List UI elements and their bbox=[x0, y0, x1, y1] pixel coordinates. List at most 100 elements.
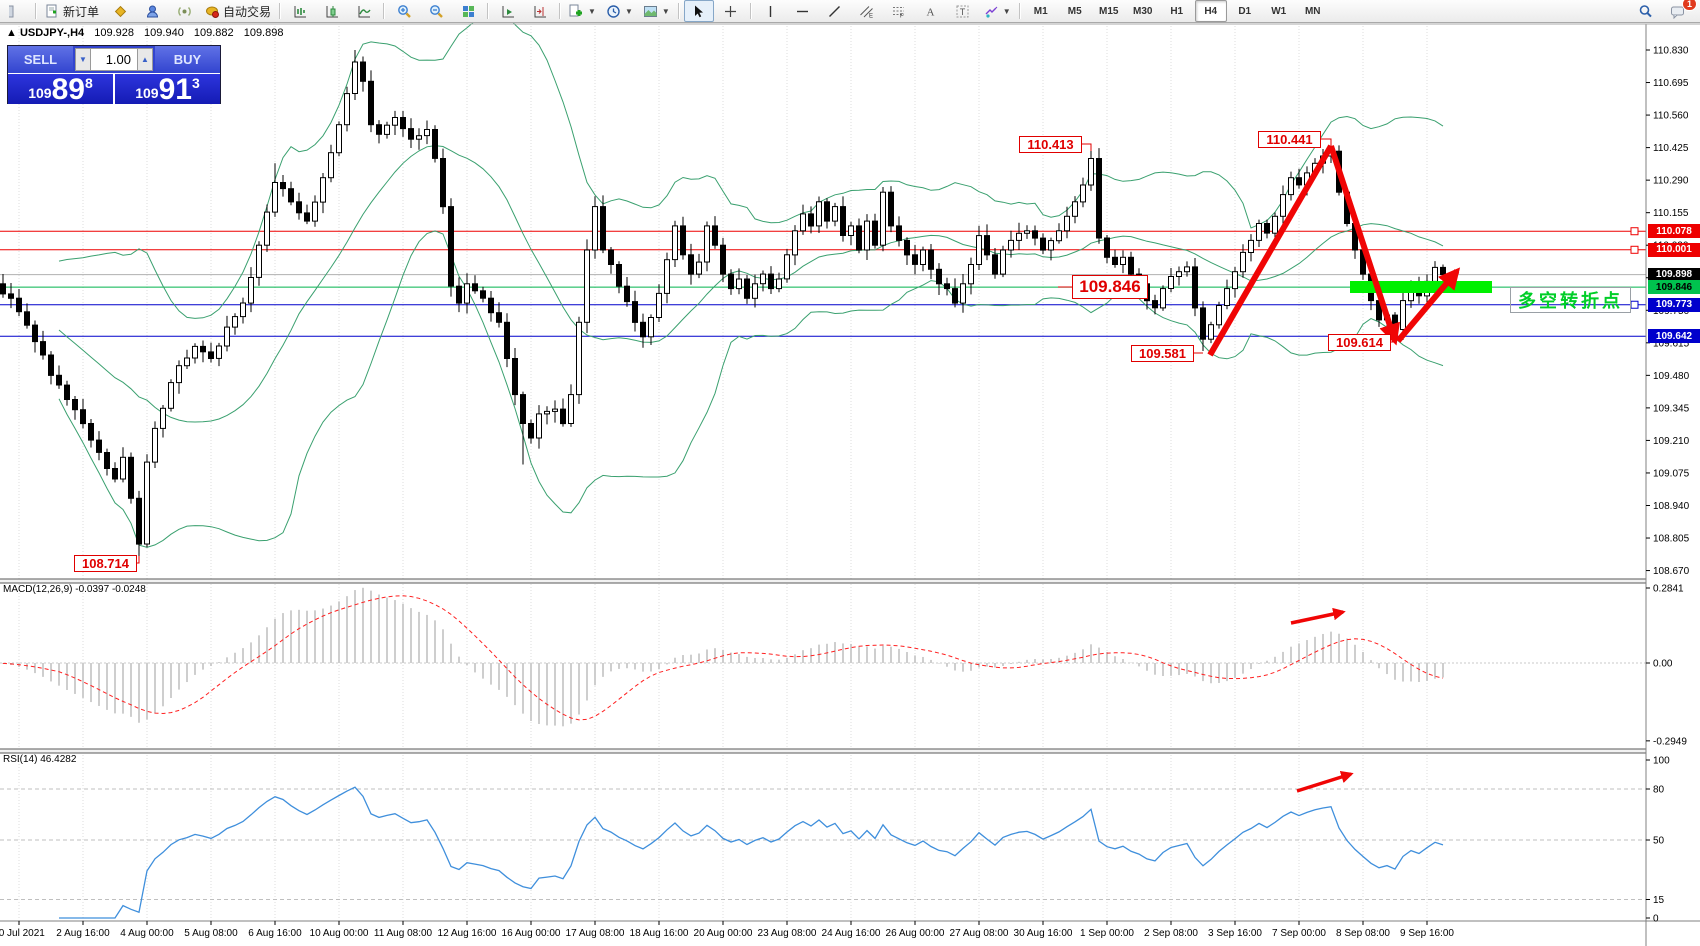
chevron-down-icon: ▼ bbox=[588, 6, 596, 16]
sell-price-button[interactable]: 109 89 8 bbox=[8, 73, 113, 106]
annotation-price-label[interactable]: 110.413 bbox=[1019, 136, 1082, 153]
zoom-in-button[interactable] bbox=[389, 0, 419, 22]
notifications-button[interactable]: 1 bbox=[1662, 0, 1697, 22]
annotation-price-label[interactable]: 109.846 bbox=[1072, 275, 1148, 299]
annotation-price-label[interactable]: 108.714 bbox=[74, 555, 137, 572]
svg-text:109.210: 109.210 bbox=[1653, 436, 1690, 447]
chevron-down-icon: ▼ bbox=[624, 6, 633, 16]
autotrade-button-label: 自动交易 bbox=[223, 4, 272, 19]
indicators-button[interactable]: ▼ bbox=[565, 0, 600, 22]
toolbar-separator bbox=[383, 3, 386, 19]
toolbar-separator bbox=[677, 3, 680, 19]
svg-text:1 Sep 00:00: 1 Sep 00:00 bbox=[1080, 928, 1134, 939]
toolbar-separator bbox=[279, 3, 282, 19]
profile-icon[interactable] bbox=[137, 0, 167, 22]
timeframe-m15-button[interactable]: M15 bbox=[1098, 5, 1119, 17]
new-order-button[interactable]: 新订单 bbox=[41, 0, 103, 22]
svg-text:110.425: 110.425 bbox=[1653, 143, 1689, 154]
annotation-price-label[interactable]: 109.581 bbox=[1131, 345, 1194, 362]
sell-price-big: 89 bbox=[51, 73, 85, 106]
crosshair-button[interactable] bbox=[716, 0, 746, 22]
text-button[interactable]: A bbox=[916, 0, 946, 22]
svg-text:23 Aug 08:00: 23 Aug 08:00 bbox=[758, 928, 817, 939]
cursor-button[interactable] bbox=[683, 0, 714, 22]
alerts-icon[interactable] bbox=[169, 0, 199, 22]
volume-down-button[interactable]: ▼ bbox=[75, 48, 91, 71]
chevron-down-icon: ▼ bbox=[1002, 6, 1011, 16]
svg-text:11 Aug 08:00: 11 Aug 08:00 bbox=[374, 928, 433, 939]
buy-button[interactable]: BUY bbox=[155, 46, 220, 73]
shapes-button[interactable]: ▼ bbox=[980, 0, 1015, 22]
svg-text:100: 100 bbox=[1653, 756, 1670, 767]
marketwatch-icon[interactable] bbox=[105, 0, 135, 22]
svg-text:F: F bbox=[900, 13, 904, 19]
macd-value-signal: -0.0248 bbox=[111, 584, 146, 595]
channel-button[interactable]: E bbox=[852, 0, 882, 22]
timeframe-h1-button[interactable]: H1 bbox=[1170, 5, 1184, 17]
svg-text:0.2841: 0.2841 bbox=[1653, 583, 1684, 594]
timeframe-d1-button[interactable]: D1 bbox=[1238, 5, 1252, 17]
svg-text:7 Sep 00:00: 7 Sep 00:00 bbox=[1272, 928, 1326, 939]
svg-text:0.00: 0.00 bbox=[1653, 659, 1673, 670]
svg-text:110.155: 110.155 bbox=[1653, 208, 1689, 219]
zoom-out-button[interactable] bbox=[421, 0, 451, 22]
search-button[interactable] bbox=[1630, 0, 1660, 22]
timeframe-w1-button[interactable]: W1 bbox=[1271, 5, 1287, 17]
label-button[interactable]: T bbox=[948, 0, 978, 22]
turning-point-label[interactable]: 多空转折点 bbox=[1510, 287, 1631, 313]
macd-value-main: -0.0397 bbox=[75, 584, 110, 595]
trendline-button[interactable] bbox=[820, 0, 850, 22]
tile-windows-button[interactable] bbox=[453, 0, 483, 22]
annotation-price-label[interactable]: 110.441 bbox=[1258, 131, 1321, 148]
volume-up-button[interactable]: ▲ bbox=[137, 48, 153, 71]
svg-text:108.670: 108.670 bbox=[1653, 566, 1690, 577]
macd-label: MACD(12,26,9) -0.0397 -0.0248 bbox=[3, 584, 146, 595]
svg-text:3 Sep 16:00: 3 Sep 16:00 bbox=[1208, 928, 1262, 939]
rsi-value: 46.4282 bbox=[40, 754, 77, 765]
svg-text:17 Aug 08:00: 17 Aug 08:00 bbox=[566, 928, 625, 939]
symbol-ohlc-line: ▲ USDJPY-,H4 109.928 109.940 109.882 109… bbox=[6, 27, 283, 39]
ohlc-open: 109.928 bbox=[94, 27, 134, 39]
svg-text:30 Jul 2021: 30 Jul 2021 bbox=[0, 928, 45, 939]
volume-field[interactable]: 1.00 bbox=[91, 48, 137, 71]
timeframe-m1-button[interactable]: M1 bbox=[1033, 5, 1048, 17]
chevron-down-icon: ▼ bbox=[661, 6, 670, 16]
buy-price-button[interactable]: 109 91 3 bbox=[115, 74, 220, 105]
autoscroll-button[interactable] bbox=[493, 0, 523, 22]
timeframe-m5-button[interactable]: M5 bbox=[1067, 5, 1082, 17]
one-click-trade-panel: SELL ▼ 1.00 ▲ BUY 109 89 8 109 91 3 bbox=[7, 45, 221, 106]
sell-button[interactable]: SELL bbox=[8, 46, 73, 73]
candle-chart-button[interactable] bbox=[317, 0, 347, 22]
svg-text:110.560: 110.560 bbox=[1653, 111, 1689, 122]
timeframe-mn-button[interactable]: MN bbox=[1304, 5, 1321, 17]
line-chart-button[interactable] bbox=[349, 0, 379, 22]
autotrade-button[interactable]: 自动交易 bbox=[201, 0, 275, 22]
templates-button[interactable]: ▼ bbox=[639, 0, 674, 22]
price-badge-109.898: 109.898 bbox=[1648, 267, 1700, 282]
toolbar-separator bbox=[487, 3, 490, 19]
symbol-name: USDJPY-,H4 bbox=[19, 27, 85, 39]
vline-button[interactable] bbox=[756, 0, 786, 22]
svg-text:108.805: 108.805 bbox=[1653, 534, 1690, 545]
timeframe-m30-button[interactable]: M30 bbox=[1132, 5, 1153, 17]
svg-text:20 Aug 00:00: 20 Aug 00:00 bbox=[694, 928, 753, 939]
annotation-price-label[interactable]: 109.614 bbox=[1328, 334, 1391, 351]
chart-shift-button[interactable] bbox=[525, 0, 555, 22]
svg-text:109.480: 109.480 bbox=[1653, 371, 1690, 382]
svg-text:T: T bbox=[960, 7, 966, 17]
svg-text:16 Aug 00:00: 16 Aug 00:00 bbox=[502, 928, 561, 939]
fibo-button[interactable]: F bbox=[884, 0, 914, 22]
bar-chart-button[interactable] bbox=[285, 0, 315, 22]
svg-text:10 Aug 00:00: 10 Aug 00:00 bbox=[310, 928, 369, 939]
ohlc-low: 109.882 bbox=[193, 27, 234, 39]
periods-button[interactable]: ▼ bbox=[602, 0, 637, 22]
toolbar-separator bbox=[559, 3, 562, 19]
timeframe-h4-button[interactable]: H4 bbox=[1194, 0, 1227, 22]
svg-text:110.290: 110.290 bbox=[1653, 176, 1689, 187]
svg-text:110.695: 110.695 bbox=[1653, 78, 1689, 89]
hline-button[interactable] bbox=[788, 0, 818, 22]
ohlc-close: 109.898 bbox=[243, 27, 284, 39]
clipped-icon[interactable] bbox=[1, 0, 31, 22]
svg-text:A: A bbox=[927, 6, 935, 18]
